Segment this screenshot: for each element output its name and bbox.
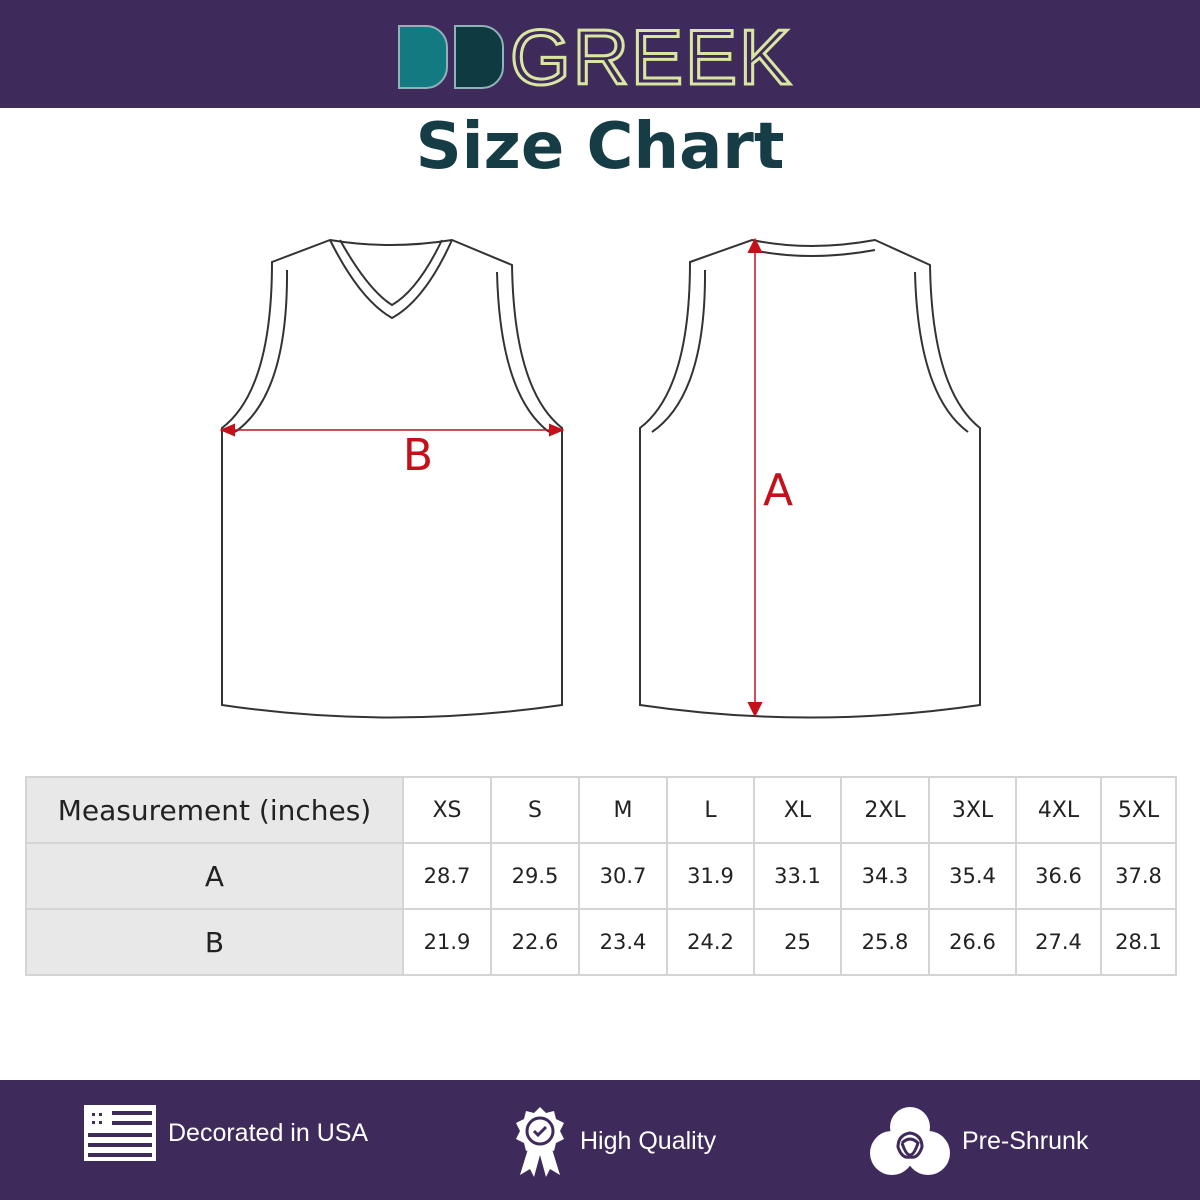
footer-bar: [0, 1080, 1200, 1200]
size-cell: 2XL: [840, 776, 930, 844]
size-table: Measurement (inches) XS S M L XL 2XL 3XL…: [25, 776, 1177, 976]
logo-b-dark: [454, 25, 504, 89]
trefoil-icon: [870, 1107, 950, 1175]
value-cell: 35.4: [928, 842, 1017, 910]
size-cell: XS: [402, 776, 492, 844]
value-cell: 30.7: [578, 842, 668, 910]
feature-label: High Quality: [580, 1126, 717, 1155]
table-row: B 21.9 22.6 23.4 24.2 25 25.8 26.6 27.4 …: [25, 908, 1177, 976]
value-cell: 24.2: [666, 908, 755, 976]
feature-label: Decorated in USA: [168, 1118, 369, 1147]
logo-text: GREEK: [508, 13, 794, 101]
brand-logo: GREEK: [398, 13, 794, 101]
value-cell: 33.1: [753, 842, 842, 910]
header-cell: Measurement (inches): [25, 776, 404, 844]
size-cell: 5XL: [1100, 776, 1177, 844]
value-cell: 36.6: [1015, 842, 1102, 910]
value-cell: 25: [753, 908, 842, 976]
size-cell: 4XL: [1015, 776, 1102, 844]
value-cell: 26.6: [928, 908, 1017, 976]
label-b: B: [403, 430, 433, 481]
row-label: A: [25, 842, 404, 910]
vest-diagrams: B A: [219, 237, 981, 719]
value-cell: 29.5: [490, 842, 580, 910]
page-title: Size Chart: [415, 110, 785, 184]
front-vest: [219, 238, 565, 719]
feature-decorated-usa: Decorated in USA: [84, 1105, 368, 1161]
award-badge-icon: [516, 1107, 564, 1177]
header-bar: GREEK: [0, 0, 1200, 108]
table-header-row: Measurement (inches) XS S M L XL 2XL 3XL…: [25, 776, 1177, 844]
size-cell: S: [490, 776, 580, 844]
table-row: A 28.7 29.5 30.7 31.9 33.1 34.3 35.4 36.…: [25, 842, 1177, 910]
value-cell: 34.3: [840, 842, 930, 910]
back-vest: [639, 237, 981, 719]
value-cell: 28.1: [1100, 908, 1177, 976]
value-cell: 27.4: [1015, 908, 1102, 976]
size-cell: L: [666, 776, 755, 844]
size-cell: 3XL: [928, 776, 1017, 844]
value-cell: 22.6: [490, 908, 580, 976]
flag-icon: [84, 1105, 156, 1161]
feature-high-quality: High Quality: [512, 1105, 716, 1177]
value-cell: 28.7: [402, 842, 492, 910]
value-cell: 21.9: [402, 908, 492, 976]
value-cell: 25.8: [840, 908, 930, 976]
value-cell: 37.8: [1100, 842, 1177, 910]
value-cell: 23.4: [578, 908, 668, 976]
row-label: B: [25, 908, 404, 976]
value-cell: 31.9: [666, 842, 755, 910]
feature-pre-shrunk: Pre-Shrunk: [870, 1105, 1088, 1177]
logo-b-teal: [398, 25, 448, 89]
size-cell: M: [578, 776, 668, 844]
label-a: A: [763, 465, 793, 516]
feature-label: Pre-Shrunk: [962, 1126, 1089, 1155]
size-cell: XL: [753, 776, 842, 844]
